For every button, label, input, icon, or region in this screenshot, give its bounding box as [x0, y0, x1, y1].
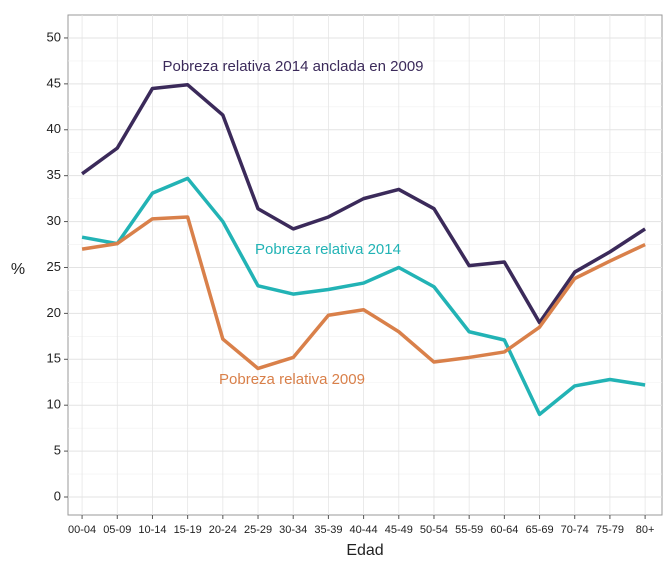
- x-tick-label: 25-29: [244, 524, 272, 536]
- x-tick-label: 15-19: [174, 524, 202, 536]
- x-tick-label: 00-04: [68, 524, 96, 536]
- series-line: [81, 215, 646, 371]
- x-axis-label: Edad: [346, 542, 383, 559]
- x-tick-label: 50-54: [420, 524, 448, 536]
- panel: [67, 14, 663, 516]
- y-tick-label: 0: [54, 488, 61, 503]
- y-tick-label: 15: [47, 351, 61, 366]
- series-label: Pobreza relativa 2009: [219, 371, 365, 388]
- series-label: Pobreza relativa 2014 anclada en 2009: [162, 58, 423, 75]
- y-tick-label: 35: [47, 167, 61, 182]
- y-tick-label: 10: [47, 397, 61, 412]
- y-axis-label: %: [11, 261, 25, 278]
- x-tick-label: 60-64: [490, 524, 518, 536]
- x-tick-label: 45-49: [385, 524, 413, 536]
- x-tick-label: 40-44: [350, 524, 378, 536]
- x-tick-label: 65-69: [525, 524, 553, 536]
- x-tick-label: 55-59: [455, 524, 483, 536]
- y-tick-label: 25: [47, 259, 61, 274]
- y-tick-label: 5: [54, 443, 61, 458]
- y-tick-label: 30: [47, 213, 61, 228]
- x-tick-label: 10-14: [138, 524, 166, 536]
- y-tick-label: 45: [47, 75, 61, 90]
- series-line: [81, 176, 646, 417]
- x-tick-label: 05-09: [103, 524, 131, 536]
- y-tick-label: 50: [47, 29, 61, 44]
- x-tick-label: 35-39: [314, 524, 342, 536]
- y-tick-label: 40: [47, 121, 61, 136]
- series-label: Pobreza relativa 2014: [255, 241, 401, 258]
- series-line: [81, 83, 647, 325]
- x-tick-label: 20-24: [209, 524, 237, 536]
- y-tick-label: 20: [47, 305, 61, 320]
- x-tick-label: 70-74: [561, 524, 589, 536]
- x-tick-label: 30-34: [279, 524, 307, 536]
- x-tick-label: 75-79: [596, 524, 624, 536]
- x-tick-label: 80+: [636, 524, 655, 536]
